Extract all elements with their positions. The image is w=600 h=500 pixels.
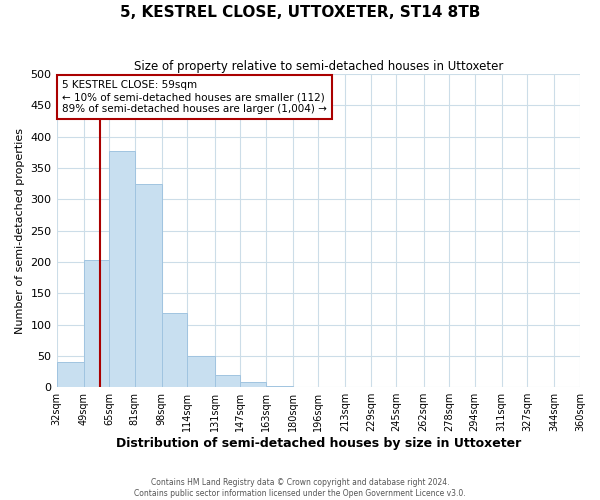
Bar bbox=[109, 150, 135, 387]
Y-axis label: Number of semi-detached properties: Number of semi-detached properties bbox=[15, 128, 25, 334]
Text: Contains HM Land Registry data © Crown copyright and database right 2024.
Contai: Contains HM Land Registry data © Crown c… bbox=[134, 478, 466, 498]
Bar bbox=[215, 376, 240, 387]
Text: 5, KESTREL CLOSE, UTTOXETER, ST14 8TB: 5, KESTREL CLOSE, UTTOXETER, ST14 8TB bbox=[120, 5, 480, 20]
Bar bbox=[318, 386, 346, 387]
Title: Size of property relative to semi-detached houses in Uttoxeter: Size of property relative to semi-detach… bbox=[134, 60, 503, 73]
Bar bbox=[56, 362, 83, 387]
X-axis label: Distribution of semi-detached houses by size in Uttoxeter: Distribution of semi-detached houses by … bbox=[116, 437, 521, 450]
Bar bbox=[83, 260, 109, 387]
Bar bbox=[240, 382, 266, 387]
Bar bbox=[187, 356, 215, 387]
Text: 5 KESTREL CLOSE: 59sqm
← 10% of semi-detached houses are smaller (112)
89% of se: 5 KESTREL CLOSE: 59sqm ← 10% of semi-det… bbox=[62, 80, 326, 114]
Bar bbox=[266, 386, 293, 387]
Bar bbox=[162, 314, 187, 387]
Bar bbox=[135, 184, 162, 387]
